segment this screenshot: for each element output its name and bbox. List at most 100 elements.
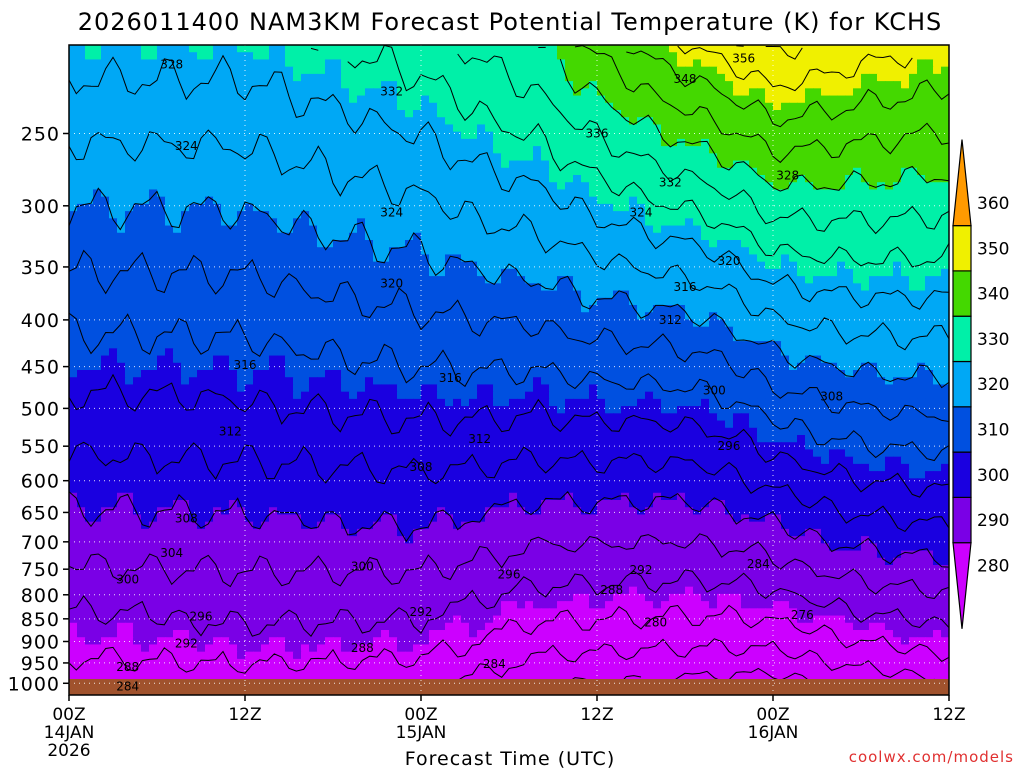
theta-cell <box>549 66 558 75</box>
theta-cell <box>789 203 798 212</box>
theta-cell <box>301 232 310 241</box>
theta-cell <box>133 95 142 104</box>
theta-cell <box>413 59 422 68</box>
theta-cell <box>317 362 326 371</box>
theta-cell <box>197 45 206 53</box>
theta-cell <box>653 312 662 321</box>
theta-cell <box>493 268 502 277</box>
theta-cell <box>933 333 942 342</box>
theta-cell <box>789 283 798 292</box>
theta-cell <box>229 312 238 321</box>
theta-cell <box>133 160 142 169</box>
theta-cell <box>781 124 790 133</box>
theta-cell <box>197 131 206 140</box>
theta-cell <box>837 175 846 183</box>
theta-cell <box>565 146 574 154</box>
theta-cell <box>869 110 878 118</box>
theta-cell <box>253 290 262 299</box>
theta-cell <box>173 131 182 140</box>
theta-cell <box>101 131 110 140</box>
theta-cell <box>613 319 622 328</box>
theta-cell <box>333 146 342 154</box>
theta-cell <box>885 225 894 234</box>
theta-cell <box>917 297 926 306</box>
theta-cell <box>477 211 486 219</box>
theta-cell <box>213 305 222 313</box>
theta-cell <box>549 326 558 335</box>
theta-cell <box>173 66 182 75</box>
theta-cell <box>861 182 870 191</box>
theta-cell <box>213 160 222 169</box>
theta-cell <box>509 326 518 335</box>
theta-cell <box>565 268 574 277</box>
theta-cell <box>613 290 622 299</box>
theta-cell <box>597 305 606 313</box>
theta-cell <box>589 203 598 212</box>
theta-cell <box>549 138 558 147</box>
theta-cell <box>853 167 862 176</box>
theta-cell <box>373 196 382 205</box>
theta-cell <box>325 211 334 219</box>
theta-cell <box>373 59 382 68</box>
theta-cell <box>437 333 446 342</box>
theta-cell <box>293 52 302 61</box>
theta-cell <box>93 160 102 169</box>
theta-cell <box>925 167 934 176</box>
theta-cell <box>205 370 214 378</box>
theta-cell <box>293 160 302 169</box>
theta-cell <box>485 283 494 292</box>
theta-cell <box>861 326 870 335</box>
theta-cell <box>461 283 470 292</box>
theta-cell <box>149 138 158 147</box>
theta-cell <box>205 326 214 335</box>
theta-cell <box>381 196 390 205</box>
theta-cell <box>725 117 734 126</box>
theta-cell <box>845 348 854 357</box>
theta-cell <box>429 167 438 176</box>
theta-cell <box>557 73 566 82</box>
theta-cell <box>685 45 694 53</box>
theta-cell <box>677 232 686 241</box>
theta-cell <box>469 95 478 104</box>
theta-cell <box>213 146 222 154</box>
theta-cell <box>469 276 478 284</box>
theta-cell <box>701 146 710 154</box>
theta-cell <box>277 225 286 234</box>
theta-cell <box>501 182 510 191</box>
theta-cell <box>413 276 422 284</box>
theta-cell <box>349 254 358 263</box>
theta-cell <box>189 362 198 371</box>
theta-cell <box>77 283 86 292</box>
theta-cell <box>597 110 606 118</box>
theta-cell <box>333 276 342 284</box>
theta-cell <box>789 232 798 241</box>
theta-cell <box>557 218 566 227</box>
theta-cell <box>349 160 358 169</box>
theta-cell <box>613 225 622 234</box>
theta-cell <box>277 88 286 97</box>
theta-cell <box>717 146 726 154</box>
theta-cell <box>157 319 166 328</box>
theta-cell <box>685 254 694 263</box>
theta-cell <box>677 211 686 219</box>
theta-cell <box>677 59 686 68</box>
theta-cell <box>789 333 798 342</box>
theta-cell <box>901 362 910 371</box>
theta-cell <box>605 203 614 212</box>
theta-cell <box>125 45 134 53</box>
theta-cell <box>821 326 830 335</box>
theta-cell <box>757 218 766 227</box>
theta-cell <box>85 73 94 82</box>
theta-cell <box>381 305 390 313</box>
theta-cell <box>917 225 926 234</box>
theta-cell <box>741 362 750 371</box>
theta-cell <box>853 218 862 227</box>
theta-cell <box>269 189 278 198</box>
theta-cell <box>405 203 414 212</box>
theta-cell <box>925 268 934 277</box>
theta-cell <box>581 225 590 234</box>
theta-cell <box>549 160 558 169</box>
theta-cell <box>109 240 118 248</box>
theta-cell <box>285 52 294 61</box>
theta-cell <box>677 254 686 263</box>
